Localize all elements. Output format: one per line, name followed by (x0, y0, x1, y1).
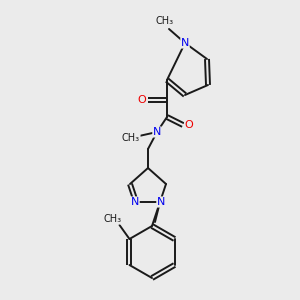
Text: O: O (138, 95, 146, 105)
Text: N: N (131, 197, 139, 207)
Text: O: O (184, 120, 194, 130)
Text: CH₃: CH₃ (122, 133, 140, 143)
Text: N: N (153, 127, 161, 137)
Text: N: N (157, 197, 165, 207)
Text: N: N (181, 38, 189, 48)
Text: CH₃: CH₃ (103, 214, 122, 224)
Text: CH₃: CH₃ (156, 16, 174, 26)
